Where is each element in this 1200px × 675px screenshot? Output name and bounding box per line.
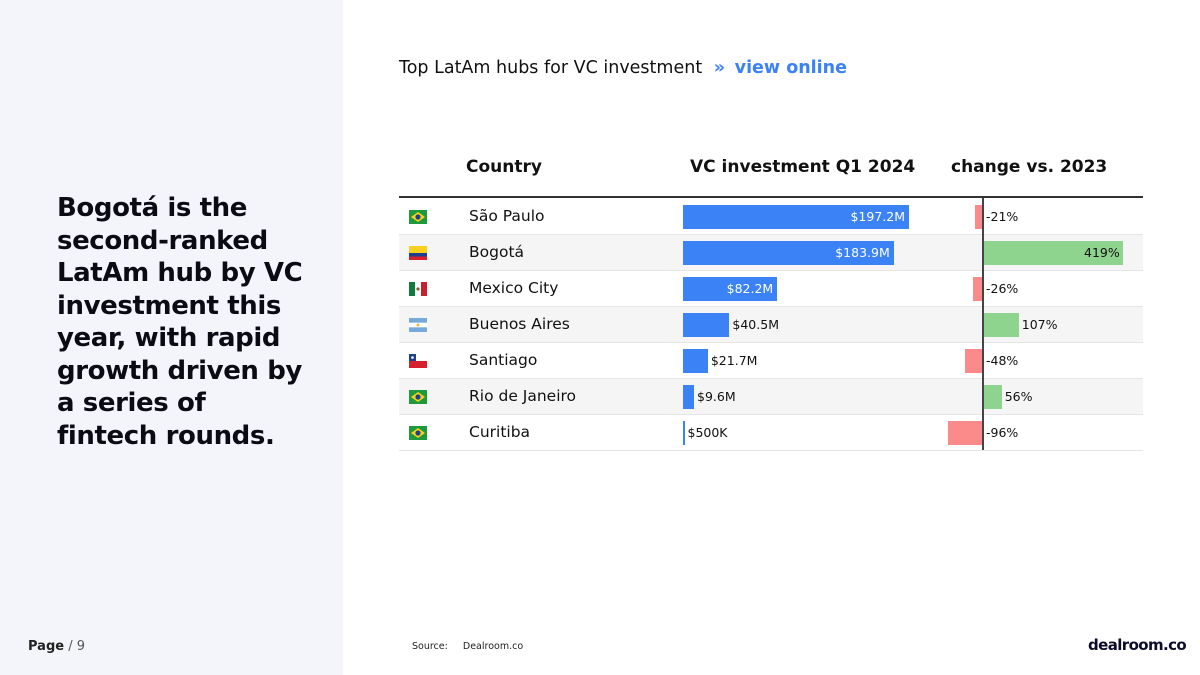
investment-label: $9.6M: [697, 389, 736, 404]
dealroom-logo: dealroom.co: [1088, 636, 1187, 654]
city-name: Mexico City: [469, 279, 559, 297]
change-label: 107%: [1021, 317, 1058, 332]
page-total: / 9: [68, 639, 86, 654]
city-name: Bogotá: [469, 243, 525, 261]
change-label: -96%: [986, 425, 1019, 440]
brazil-flag-icon: [409, 210, 427, 224]
table-row: Rio de Janeiro: [399, 379, 1143, 415]
change-bar: [983, 241, 1123, 265]
argentina-flag-icon: [409, 318, 427, 332]
brazil-flag-icon: [409, 390, 427, 404]
table-row: Curitiba: [399, 415, 1143, 451]
change-bar: [948, 421, 982, 445]
change-label: -21%: [986, 209, 1019, 224]
colombia-flag-icon: [409, 246, 427, 260]
source-note: Source: Dealroom.co: [412, 641, 523, 652]
change-label: 56%: [1004, 389, 1033, 404]
change-bar: [983, 385, 1002, 409]
investment-bar: [683, 313, 730, 337]
change-zero-line: [982, 198, 984, 450]
page-label: Page: [28, 639, 65, 654]
change-bar: [972, 277, 982, 301]
city-name: São Paulo: [469, 207, 545, 225]
investment-label: $197.2M: [850, 209, 905, 224]
city-name: Rio de Janeiro: [469, 387, 577, 405]
column-header-change: change vs. 2023: [951, 157, 1108, 177]
investment-bar: [683, 277, 778, 301]
column-header-country: Country: [466, 157, 542, 177]
investment-bar: [683, 349, 708, 373]
city-name: Santiago: [469, 351, 538, 369]
headline: Bogotá is the second-ranked LatAm hub by…: [57, 193, 303, 451]
double-chevron-right-icon: »: [713, 58, 726, 78]
change-bar: [974, 205, 982, 229]
brazil-flag-icon: [409, 426, 427, 440]
header-divider: [399, 196, 1143, 198]
investment-label: $500K: [687, 425, 728, 440]
source-value: Dealroom.co: [462, 641, 524, 652]
column-header-investment: VC investment Q1 2024: [690, 157, 916, 177]
chile-flag-icon: [409, 354, 427, 368]
table-row: São Paulo: [399, 199, 1143, 235]
table-row: Buenos Aires: [399, 307, 1143, 343]
change-bar: [965, 349, 982, 373]
investment-label: $21.7M: [710, 353, 758, 368]
chart-title: Top LatAm hubs for VC investment » view …: [399, 58, 847, 78]
table-row: Santiago: [399, 343, 1143, 379]
table-row: Mexico City: [399, 271, 1143, 307]
investment-bar: [683, 421, 685, 445]
chart-title-text: Top LatAm hubs for VC investment: [399, 58, 703, 78]
left-panel: Bogotá is the second-ranked LatAm hub by…: [0, 0, 343, 675]
page-indicator: Page / 9: [28, 639, 85, 654]
view-online-link[interactable]: view online: [734, 58, 847, 78]
change-label: -26%: [986, 281, 1019, 296]
investment-label: $183.9M: [835, 245, 890, 260]
investment-bar: [683, 385, 694, 409]
investment-bar: [683, 205, 909, 229]
change-label: 419%: [1084, 245, 1120, 260]
investment-label: $82.2M: [726, 281, 774, 296]
change-label: -48%: [986, 353, 1019, 368]
city-name: Curitiba: [469, 423, 531, 441]
mexico-flag-icon: [409, 282, 427, 296]
investment-label: $40.5M: [732, 317, 779, 332]
source-label: Source:: [412, 641, 448, 652]
investment-bar: [683, 241, 894, 265]
change-bar: [983, 313, 1019, 337]
city-name: Buenos Aires: [469, 315, 570, 333]
